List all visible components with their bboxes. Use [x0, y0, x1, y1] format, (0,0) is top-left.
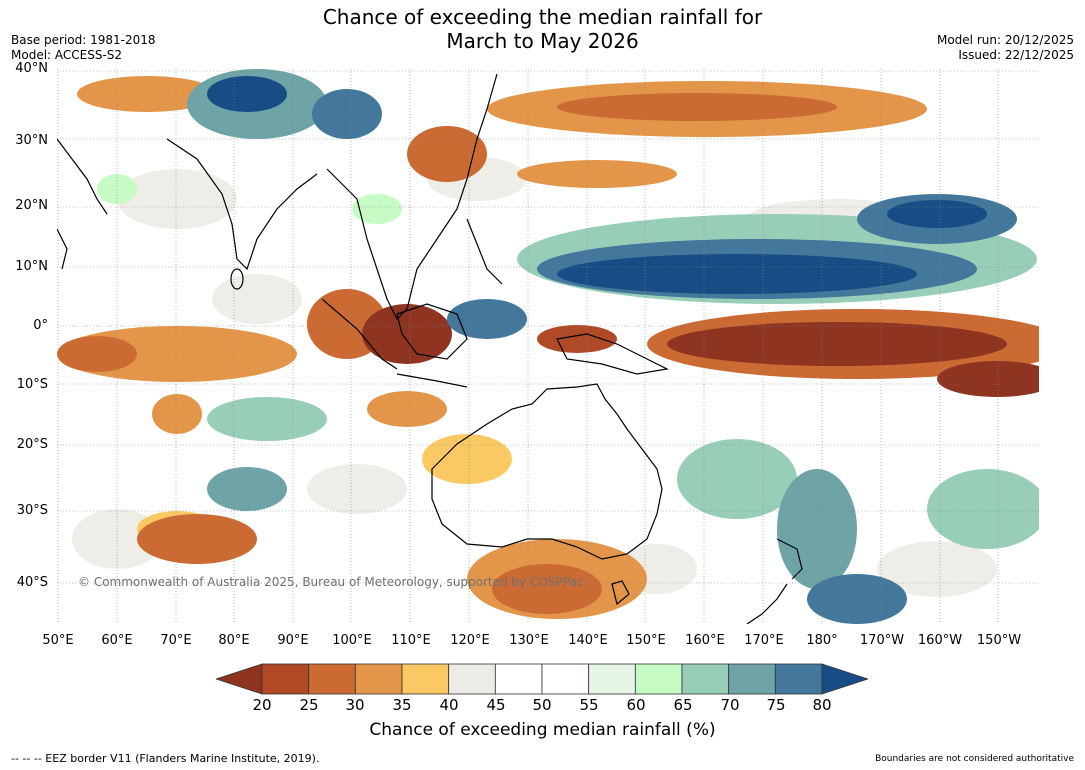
colorbar-swatch [354, 663, 403, 695]
rainfall-map [57, 69, 1039, 624]
lon-label: 70°E [160, 633, 192, 648]
meta-left: Base period: 1981-2018 Model: ACCESS-S2 [11, 33, 156, 63]
lat-label: 10°S [16, 377, 48, 392]
colorbar-extend-high [821, 663, 868, 695]
colorbar-tick: 35 [392, 696, 412, 714]
meta-right: Model run: 20/12/2025 Issued: 22/12/2025 [937, 33, 1074, 63]
lon-label: 120°E [450, 633, 490, 648]
issued-date: Issued: 22/12/2025 [958, 48, 1074, 62]
colorbar-swatch [681, 663, 730, 695]
lon-label: 150°E [626, 633, 666, 648]
map-title: Chance of exceeding the median rainfall … [0, 5, 1085, 53]
lat-label: 20°N [15, 198, 48, 213]
colorbar-swatch [308, 663, 356, 695]
base-period: Base period: 1981-2018 [11, 33, 156, 47]
lon-label: 90°E [277, 633, 309, 648]
colorbar-swatch [401, 663, 450, 695]
neutral-patches [72, 157, 997, 597]
lon-label: 160°W [917, 633, 963, 648]
colorbar-swatch [588, 663, 636, 695]
lon-label: 110°E [391, 633, 431, 648]
colorbar-tick: 45 [486, 696, 506, 714]
colorbar [216, 663, 868, 695]
map-canvas [57, 69, 1039, 624]
dry-patches [57, 76, 1039, 619]
graticule [57, 69, 1039, 624]
lon-label: 170°W [859, 633, 905, 648]
lon-label: 130°E [509, 633, 549, 648]
colorbar-tick: 60 [626, 696, 646, 714]
boundary-disclaimer: Boundaries are not considered authoritat… [875, 754, 1074, 764]
colorbar-swatches [216, 663, 868, 695]
colorbar-tick: 25 [299, 696, 319, 714]
lon-label: 100°E [332, 633, 372, 648]
model-name: Model: ACCESS-S2 [11, 48, 123, 62]
colorbar-extend-low [216, 663, 263, 695]
colorbar-tick: 50 [532, 696, 552, 714]
colorbar-tick: 20 [252, 696, 272, 714]
colorbar-swatch [541, 663, 590, 695]
lon-label: 50°E [42, 633, 74, 648]
lon-label: 60°E [101, 633, 133, 648]
colorbar-tick: 65 [673, 696, 693, 714]
title-line-1: Chance of exceeding the median rainfall … [322, 5, 763, 29]
colorbar-tick: 30 [345, 696, 365, 714]
colorbar-swatch [261, 663, 310, 695]
lon-label: 160°E [685, 633, 725, 648]
lat-label: 30°N [15, 133, 48, 148]
lat-label: 10°N [15, 259, 48, 274]
colorbar-tick: 70 [720, 696, 740, 714]
colorbar-swatch [448, 663, 496, 695]
colorbar-tick: 40 [439, 696, 459, 714]
lat-label: 20°S [16, 437, 48, 452]
colorbar-tick: 75 [766, 696, 786, 714]
wet-patches [97, 69, 1039, 624]
lat-label: 0° [33, 318, 48, 333]
colorbar-tick: 80 [812, 696, 832, 714]
eez-note: -- -- -- EEZ border V11 (Flanders Marine… [11, 752, 320, 765]
colorbar-swatch [774, 663, 823, 695]
model-run: Model run: 20/12/2025 [936, 33, 1074, 47]
copyright-notice: © Commonwealth of Australia 2025, Bureau… [78, 575, 584, 589]
lon-label: 140°E [568, 633, 608, 648]
colorbar-swatch [634, 663, 683, 695]
colorbar-tick: 55 [579, 696, 599, 714]
lon-label: 180° [806, 633, 838, 648]
lat-label: 40°N [15, 61, 48, 76]
colorbar-title: Chance of exceeding median rainfall (%) [369, 720, 716, 740]
lon-label: 80°E [218, 633, 250, 648]
lon-label: 150°W [976, 633, 1022, 648]
lat-label: 30°S [16, 503, 48, 518]
colorbar-swatch [728, 663, 776, 695]
lat-label: 40°S [16, 575, 48, 590]
lon-label: 170°E [744, 633, 784, 648]
coastlines [57, 73, 803, 624]
colorbar-swatch [494, 663, 543, 695]
title-line-2: March to May 2026 [446, 29, 639, 53]
